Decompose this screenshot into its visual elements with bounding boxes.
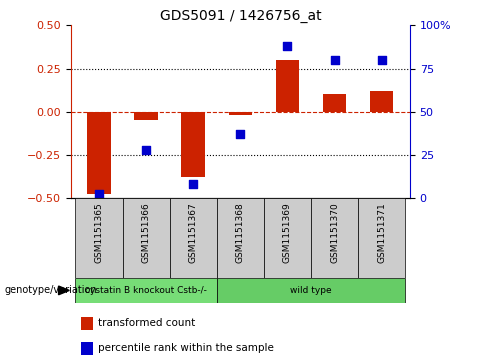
- Text: GSM1151369: GSM1151369: [283, 202, 292, 262]
- Text: percentile rank within the sample: percentile rank within the sample: [98, 343, 273, 354]
- Bar: [228, 112, 252, 115]
- Point: [284, 43, 291, 49]
- Point: [189, 181, 197, 187]
- Bar: [264, 198, 311, 278]
- Point: [142, 147, 150, 152]
- Bar: [76, 278, 217, 303]
- Text: GSM1151365: GSM1151365: [95, 202, 103, 262]
- Bar: [87, 112, 111, 195]
- Text: genotype/variation: genotype/variation: [5, 285, 98, 295]
- Text: wild type: wild type: [290, 286, 332, 295]
- Text: GSM1151367: GSM1151367: [189, 202, 198, 262]
- Point: [331, 57, 339, 63]
- Bar: [276, 60, 299, 112]
- Text: GSM1151371: GSM1151371: [377, 202, 386, 262]
- Point: [236, 131, 244, 137]
- Text: cystatin B knockout Cstb-/-: cystatin B knockout Cstb-/-: [85, 286, 207, 295]
- Bar: [217, 278, 405, 303]
- Text: GSM1151366: GSM1151366: [142, 202, 151, 262]
- Bar: [122, 198, 170, 278]
- Text: GSM1151368: GSM1151368: [236, 202, 245, 262]
- Text: GSM1151370: GSM1151370: [330, 202, 339, 262]
- Point: [95, 192, 103, 197]
- Bar: [370, 91, 393, 112]
- Title: GDS5091 / 1426756_at: GDS5091 / 1426756_at: [160, 9, 321, 23]
- Point: [378, 57, 386, 63]
- Bar: [134, 112, 158, 120]
- Bar: [323, 94, 346, 112]
- Bar: [217, 198, 264, 278]
- Polygon shape: [59, 286, 69, 295]
- Bar: [311, 198, 358, 278]
- Bar: [358, 198, 405, 278]
- Bar: [182, 112, 205, 177]
- Text: transformed count: transformed count: [98, 318, 195, 328]
- Bar: [76, 198, 122, 278]
- Bar: [170, 198, 217, 278]
